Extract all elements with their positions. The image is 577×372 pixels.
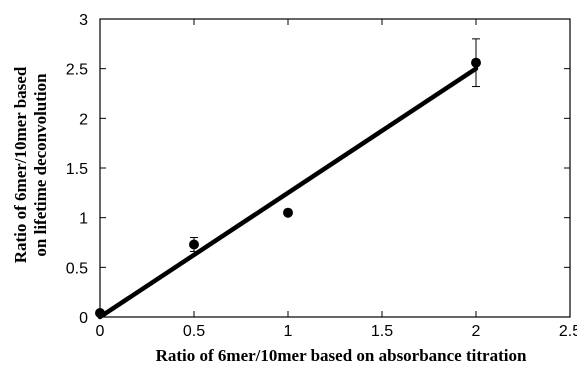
x-tick-label: 1.5 [371,323,393,340]
y-axis-title-line-1: Ratio of 6mer/10mer based [11,66,30,263]
y-tick-label: 3 [79,12,88,29]
y-tick-label: 0 [79,310,88,327]
data-point [471,57,481,68]
data-point [283,207,293,218]
data-point [189,239,199,250]
plot-area: 0 0.5 1 1.5 2 2.5 0 0.5 1 1.5 2 2.5 3 [66,12,577,340]
x-tick-label: 0 [96,323,105,340]
x-tick-label: 2.5 [559,323,577,340]
x-tick-label: 2 [472,323,481,340]
y-tick-label: 1 [79,211,88,228]
y-axis-title-line-2: on lifetime deconvolution [31,73,50,257]
y-tick-label: 1.5 [66,161,88,178]
y-tick-label: 0.5 [66,260,88,277]
x-tick-label: 1 [284,323,293,340]
data-point [95,308,105,319]
x-axis-title: Ratio of 6mer/10mer based on absorbance … [156,346,527,365]
y-tick-label: 2.5 [66,62,88,79]
y-tick-label: 2 [79,111,88,128]
fit-line [97,66,479,320]
x-tick-label: 0.5 [183,323,205,340]
